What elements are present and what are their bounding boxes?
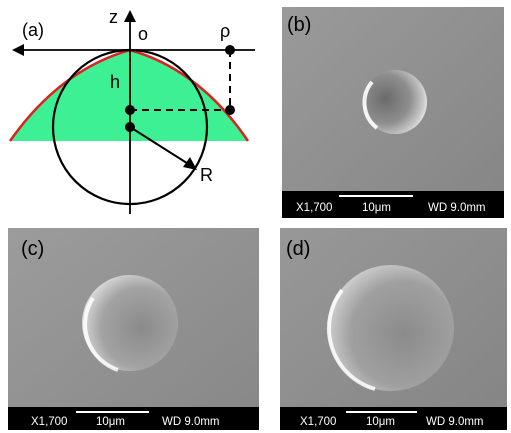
height-label: h [110,72,120,92]
panel-a-label: (a) [22,20,44,40]
scale-info-bar [280,407,507,430]
panel-b-label: (b) [287,14,311,36]
panel-a-schematic: (a) z o ρ h R [0,0,255,216]
scale-text: 10μm [366,416,395,428]
microlens-droplet [82,275,178,371]
lens-profile-diagram: (a) z o ρ h R [8,7,255,214]
origin-label: o [138,24,148,44]
radius-label: R [200,165,213,185]
working-distance-text: WD 9.0mm [428,202,486,214]
scale-text: 10μm [362,202,391,214]
magnification-text: X1,700 [31,416,67,428]
rho-axis-arrow-icon [12,44,24,56]
magnification-text: X1,700 [300,416,336,428]
z-axis-arrow-icon [124,10,136,22]
point-rho [225,45,235,55]
cap-fill-region [10,50,248,141]
z-axis-label: z [109,7,118,27]
scale-info-bar [8,407,259,430]
point-center [125,122,135,132]
sem-image-b: X1,700 10μm WD 9.0mm (b) [282,7,504,218]
panel-c-label: (c) [21,238,44,260]
sem-image-d: X1,700 10μm WD 9.0mm (d) [280,228,507,430]
working-distance-text: WD 9.0mm [426,416,484,428]
panel-d-label: (d) [286,238,310,260]
radius-arrow-icon [183,157,197,170]
working-distance-text: WD 9.0mm [162,416,220,428]
magnification-text: X1,700 [296,202,332,214]
rho-label: ρ [220,21,230,41]
panel-c-sem-image: X1,700 10μm WD 9.0mm (c) [8,228,259,430]
microlens-droplet [363,70,427,134]
microlens-droplet [328,265,454,391]
panel-b-sem-image: X1,700 10μm WD 9.0mm (b) [282,7,504,218]
panel-d-sem-image: X1,700 10μm WD 9.0mm (d) [280,228,507,430]
point-surface [225,105,235,115]
sem-image-c: X1,700 10μm WD 9.0mm (c) [8,228,259,430]
point-height [125,105,135,115]
scale-text: 10μm [96,416,125,428]
radius-line [129,126,191,166]
